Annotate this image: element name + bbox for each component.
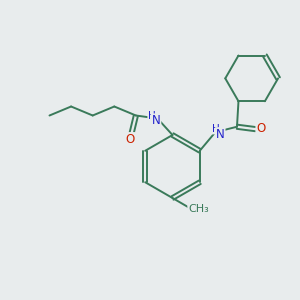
Text: H: H (212, 124, 219, 134)
Text: O: O (125, 133, 134, 146)
Text: N: N (152, 114, 160, 128)
Text: CH₃: CH₃ (188, 204, 209, 214)
Text: H: H (148, 110, 156, 121)
Text: O: O (256, 122, 266, 135)
Text: N: N (216, 128, 225, 141)
